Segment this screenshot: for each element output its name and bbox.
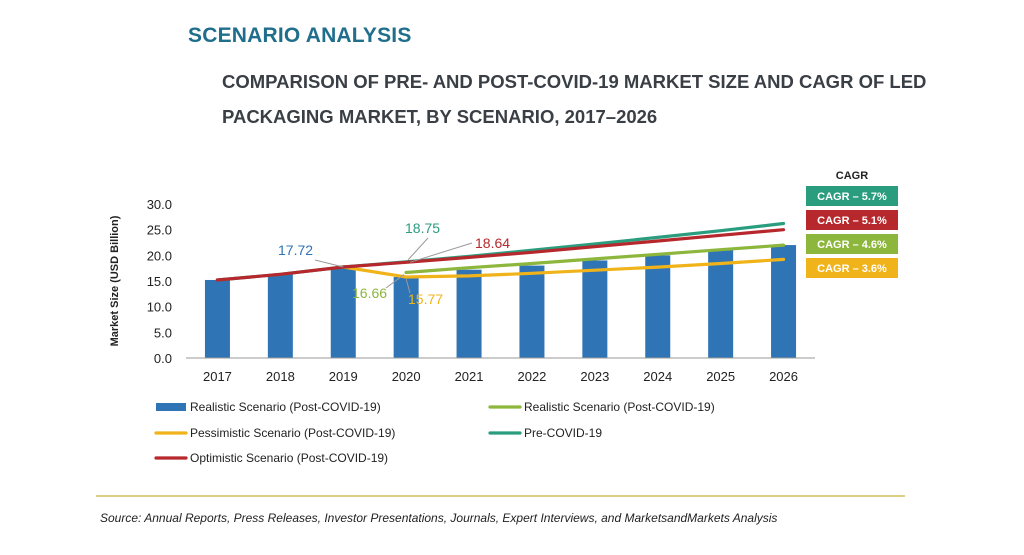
x-tick-label: 2022 <box>517 369 546 384</box>
x-tick-label: 2023 <box>580 369 609 384</box>
legend-label: Pre-COVID-19 <box>524 426 602 440</box>
data-label: 18.75 <box>405 220 440 236</box>
bar-2021 <box>456 269 482 358</box>
bar-2025 <box>708 249 734 358</box>
line-realistic <box>404 243 786 275</box>
bar-2019 <box>330 267 356 358</box>
y-tick-label: 30.0 <box>147 197 172 212</box>
x-tick-label: 2021 <box>455 369 484 384</box>
cagr-badge-label: CAGR – 3.6% <box>817 263 887 275</box>
annotation-leader <box>407 237 429 261</box>
data-label: 15.77 <box>408 291 443 307</box>
data-label: 17.72 <box>278 242 313 258</box>
bar-2026 <box>771 245 797 358</box>
x-tick-label: 2017 <box>203 369 232 384</box>
cagr-badge-label: CAGR – 5.1% <box>817 215 887 227</box>
legend-label: Realistic Scenario (Post-COVID-19) <box>524 400 715 414</box>
bar-2023 <box>582 260 608 358</box>
legend-label: Optimistic Scenario (Post-COVID-19) <box>190 451 388 465</box>
x-tick-label: 2024 <box>643 369 672 384</box>
legend-label: Realistic Scenario (Post-COVID-19) <box>190 400 381 414</box>
annotation-leader <box>385 274 405 289</box>
cagr-panel-title: CAGR <box>836 170 868 182</box>
line-optimistic <box>215 228 786 282</box>
x-tick-label: 2025 <box>706 369 735 384</box>
cagr-badge <box>806 186 898 206</box>
bar-2018 <box>267 274 293 358</box>
bar-2017 <box>204 279 230 358</box>
y-tick-label: 10.0 <box>147 300 172 315</box>
cagr-badge-label: CAGR – 4.6% <box>817 239 887 251</box>
y-tick-label: 0.0 <box>154 351 172 366</box>
annotation-leader <box>314 259 344 268</box>
data-label: 18.64 <box>475 235 510 251</box>
source-note: Source: Annual Reports, Press Releases, … <box>100 511 778 525</box>
section-heading: SCENARIO ANALYSIS <box>188 24 412 47</box>
x-tick-label: 2018 <box>266 369 295 384</box>
line-pessimistic <box>341 257 786 279</box>
y-axis-label: Market Size (USD Billion) <box>109 215 121 346</box>
legend-swatch-bar <box>156 403 186 411</box>
y-tick-label: 15.0 <box>147 274 172 289</box>
cagr-badge <box>806 234 898 254</box>
bar-2022 <box>519 265 545 358</box>
x-tick-label: 2026 <box>769 369 798 384</box>
bar-2024 <box>645 255 671 358</box>
y-tick-label: 20.0 <box>147 248 172 263</box>
annotation-leader <box>410 242 473 263</box>
cagr-badge-label: CAGR – 5.7% <box>817 191 887 203</box>
cagr-badge <box>806 210 898 230</box>
y-tick-label: 25.0 <box>147 223 172 238</box>
annotation-leader <box>405 278 411 294</box>
y-tick-label: 5.0 <box>154 325 172 340</box>
chart-title: COMPARISON OF PRE- AND POST-COVID-19 MAR… <box>222 71 927 127</box>
cagr-badge <box>806 258 898 278</box>
legend-label: Pessimistic Scenario (Post-COVID-19) <box>190 426 395 440</box>
data-label: 16.66 <box>352 285 387 301</box>
x-tick-label: 2019 <box>329 369 358 384</box>
bar-2020 <box>393 277 419 358</box>
x-tick-label: 2020 <box>392 369 421 384</box>
